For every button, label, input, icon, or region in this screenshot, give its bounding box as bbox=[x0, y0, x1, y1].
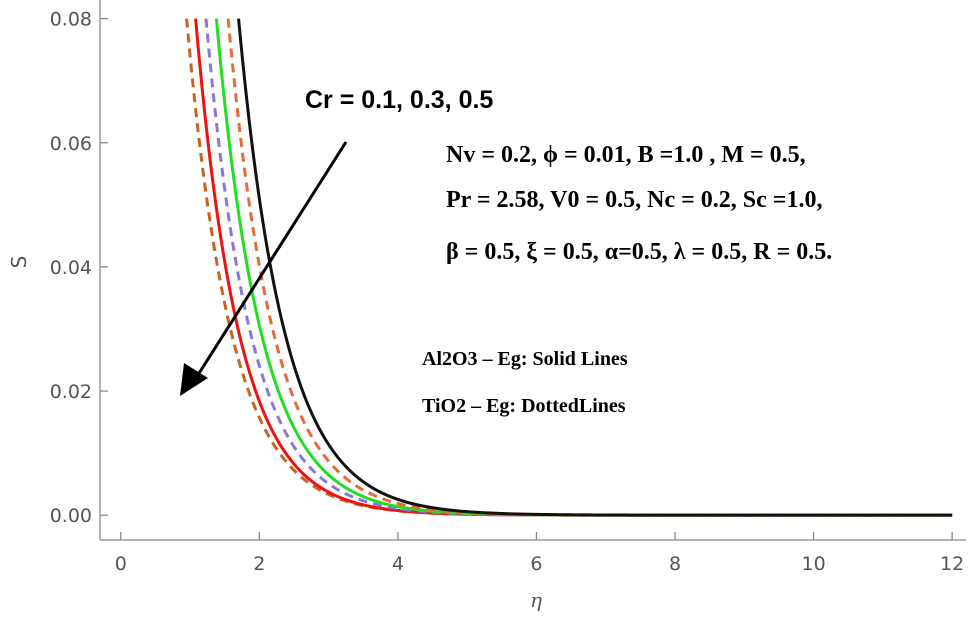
params-line-2: Pr = 2.58, V0 = 0.5, Nc = 0.2, Sc =1.0, bbox=[446, 187, 822, 213]
x-tick-label-6: 12 bbox=[940, 553, 964, 575]
y-tick-label-4: 0.08 bbox=[50, 9, 92, 31]
y-axis: 0.00 0.02 0.04 0.06 0.08 bbox=[50, 9, 108, 527]
arrow-head bbox=[180, 363, 208, 396]
y-axis-title: S bbox=[7, 256, 31, 269]
x-axis-title: η bbox=[530, 588, 542, 612]
y-tick-label-2: 0.04 bbox=[50, 257, 92, 279]
legend-dotted-lines: TiO2 – Eg: DottedLines bbox=[422, 395, 626, 417]
cr-label: Cr = 0.1, 0.3, 0.5 bbox=[305, 86, 493, 114]
params-line-3: β = 0.5, ξ = 0.5, α=0.5, λ = 0.5, R = 0.… bbox=[446, 239, 832, 265]
series-layer bbox=[185, 18, 953, 517]
series-line-5 bbox=[237, 18, 953, 517]
x-tick-label-2: 4 bbox=[392, 553, 404, 575]
params-line-1: Nv = 0.2, ϕ = 0.01, B =1.0 , M = 0.5, bbox=[446, 142, 806, 168]
x-tick-label-5: 10 bbox=[801, 553, 825, 575]
series-line-4 bbox=[226, 18, 952, 517]
annotation-arrow bbox=[180, 141, 348, 396]
x-tick-label-1: 2 bbox=[253, 553, 265, 575]
x-tick-label-4: 8 bbox=[669, 553, 681, 575]
x-tick-label-3: 6 bbox=[530, 553, 542, 575]
y-tick-label-0: 0.00 bbox=[50, 505, 92, 527]
plot-frame bbox=[99, 0, 966, 541]
legend-solid-lines: Al2O3 – Eg: Solid Lines bbox=[422, 348, 628, 370]
arrow-shaft bbox=[194, 141, 348, 379]
y-tick-label-1: 0.02 bbox=[50, 381, 92, 403]
x-tick-label-0: 0 bbox=[115, 553, 127, 575]
x-axis: 0 2 4 6 8 10 12 bbox=[115, 532, 964, 575]
y-tick-label-3: 0.06 bbox=[50, 133, 92, 155]
